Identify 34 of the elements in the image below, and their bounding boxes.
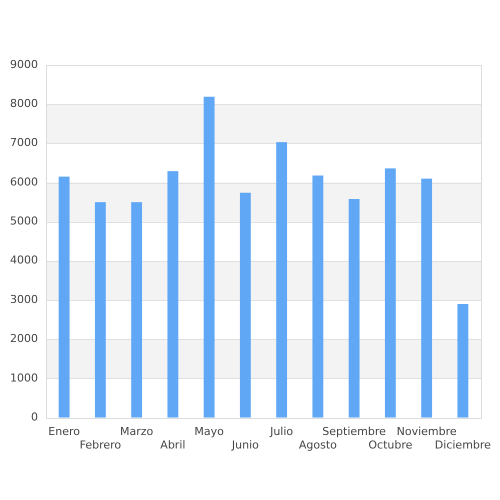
- x-tick-label: Octubre: [368, 438, 413, 452]
- bar: [58, 176, 70, 418]
- x-tick-label: Mayo: [194, 425, 224, 438]
- bar: [384, 168, 396, 418]
- bar: [276, 142, 288, 418]
- bar: [421, 178, 432, 418]
- x-tick-label: Enero: [48, 425, 80, 438]
- bar: [131, 202, 142, 418]
- y-tick-label: 8000: [10, 97, 38, 110]
- y-tick-label: 4000: [10, 254, 38, 267]
- y-tick-label: 5000: [10, 214, 38, 228]
- bar: [312, 175, 324, 418]
- bar: [167, 171, 178, 418]
- y-tick-label: 7000: [10, 136, 38, 150]
- bar: [94, 202, 106, 418]
- x-tick-label: Marzo: [120, 425, 154, 438]
- x-tick-label: Noviembre: [396, 425, 457, 438]
- x-tick-label: Septiembre: [322, 425, 386, 438]
- bar: [457, 304, 468, 418]
- y-tick-label: 0: [30, 410, 38, 424]
- x-tick-label: Abril: [160, 438, 186, 452]
- y-tick-label: 3000: [10, 292, 38, 306]
- y-tick-label: 9000: [10, 58, 38, 71]
- x-tick-label: Diciembre: [434, 438, 492, 452]
- bar: [348, 198, 360, 418]
- y-tick-label: 1000: [10, 371, 38, 384]
- x-tick-label: Febrero: [80, 438, 122, 452]
- bar: [240, 192, 251, 418]
- bar: [204, 96, 215, 418]
- x-tick-label: Agosto: [298, 438, 338, 452]
- y-tick-label: 6000: [10, 175, 38, 188]
- x-tick-label: Junio: [230, 438, 260, 452]
- y-tick-label: 2000: [10, 332, 38, 346]
- x-tick-label: Julio: [269, 425, 294, 438]
